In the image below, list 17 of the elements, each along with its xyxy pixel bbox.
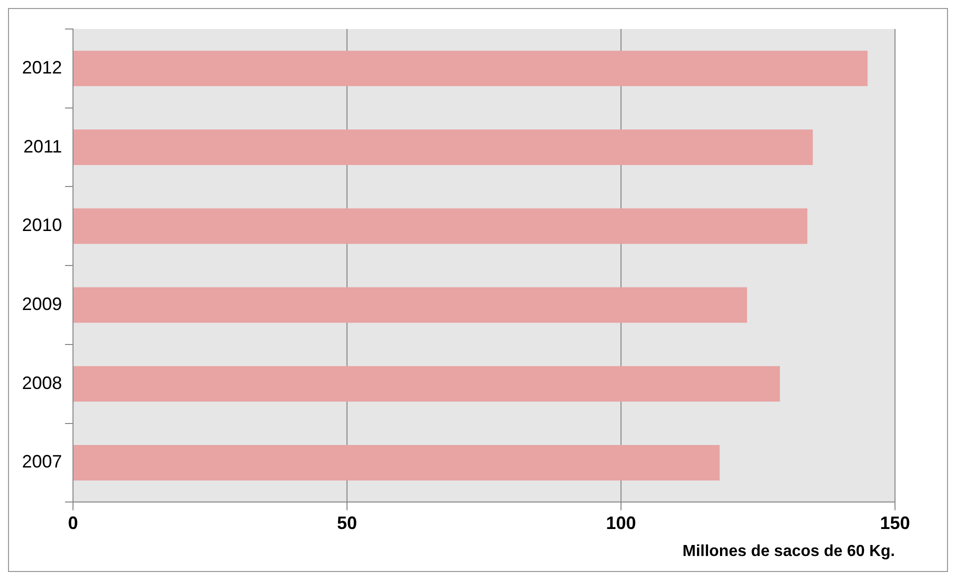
bar xyxy=(74,366,780,402)
bar xyxy=(74,445,720,481)
bar xyxy=(74,130,813,166)
x-axis-title: Millones de sacos de 60 Kg. xyxy=(682,542,895,560)
x-tick-label: 0 xyxy=(68,512,78,533)
bar xyxy=(74,50,868,86)
bar xyxy=(74,208,808,244)
y-tick-label: 2009 xyxy=(22,294,62,314)
bar xyxy=(74,287,748,323)
y-tick-label: 2010 xyxy=(22,215,62,236)
y-tick-label: 2011 xyxy=(23,136,62,156)
y-tick-label: 2007 xyxy=(22,452,62,472)
x-tick-label: 50 xyxy=(337,512,358,533)
y-tick-label: 2012 xyxy=(22,57,62,78)
x-tick-label: 150 xyxy=(880,512,910,533)
x-tick-label: 100 xyxy=(606,512,636,533)
y-tick-label: 2008 xyxy=(22,372,62,393)
